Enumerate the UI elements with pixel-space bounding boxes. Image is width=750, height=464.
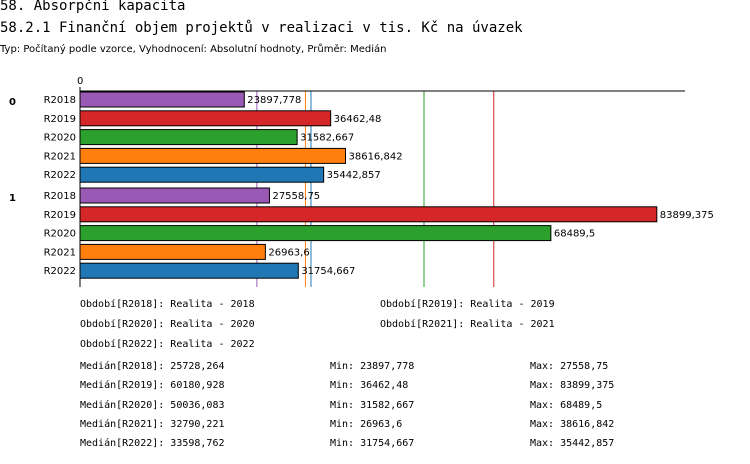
legend-period-r2020: Období[R2020]: Realita - 2020 [80, 319, 255, 330]
legend-period-r2022: Období[R2022]: Realita - 2022 [80, 339, 255, 350]
bar-1-r2022 [79, 262, 299, 279]
category-label-1-r2022: R2022 [44, 266, 76, 277]
category-label-1-r2020: R2020 [44, 229, 76, 240]
chart-subtitle: Typ: Počítaný podle vzorce, Vyhodnocení:… [0, 44, 387, 55]
stat-min-r2020: Min: 31582,667 [330, 400, 415, 411]
stat-median-r2019: Medián[R2019]: 60180,928 [80, 380, 225, 391]
stat-max-r2019: Max: 83899,375 [530, 380, 615, 391]
value-label-1-r2020: 68489,5 [554, 229, 595, 240]
category-label-0-r2021: R2021 [44, 151, 76, 162]
value-label-1-r2019: 83899,375 [660, 210, 714, 221]
group-label-1: 1 [9, 193, 16, 204]
bar-0-r2019 [79, 110, 332, 127]
category-label-0-r2022: R2022 [44, 170, 76, 181]
bar-0-r2022 [79, 166, 325, 183]
bar-0-r2018 [79, 91, 245, 108]
stat-min-r2019: Min: 36462,48 [330, 380, 409, 391]
stat-min-r2021: Min: 26963,6 [330, 419, 403, 430]
stat-max-r2022: Max: 35442,857 [530, 438, 615, 449]
category-label-0-r2019: R2019 [44, 114, 76, 125]
stat-median-r2021: Medián[R2021]: 32790,221 [80, 419, 225, 430]
bar-1-r2021 [79, 243, 266, 260]
value-label-0-r2020: 31582,667 [300, 133, 354, 144]
section-title: 58. Absorpční kapacita [0, 0, 186, 14]
chart-title: 58.2.1 Finanční objem projektů v realiza… [0, 20, 523, 36]
legend-period-r2021: Období[R2021]: Realita - 2021 [380, 319, 555, 330]
value-label-1-r2021: 26963,6 [268, 247, 309, 258]
value-label-1-r2018: 27558,75 [272, 191, 320, 202]
category-label-1-r2019: R2019 [44, 210, 76, 221]
bar-0-r2020 [79, 129, 298, 146]
legend-period-r2018: Období[R2018]: Realita - 2018 [80, 299, 255, 310]
value-label-1-r2022: 31754,667 [301, 266, 355, 277]
value-label-0-r2019: 36462,48 [334, 114, 382, 125]
category-label-1-r2018: R2018 [44, 191, 76, 202]
category-label-1-r2021: R2021 [44, 247, 76, 258]
stat-median-r2018: Medián[R2018]: 25728,264 [80, 361, 225, 372]
stat-median-r2020: Medián[R2020]: 50036,083 [80, 400, 225, 411]
stat-median-r2022: Medián[R2022]: 33598,762 [80, 438, 225, 449]
stat-max-r2020: Max: 68489,5 [530, 400, 603, 411]
bar-1-r2018 [79, 187, 270, 204]
bar-1-r2019 [79, 206, 658, 223]
stat-max-r2018: Max: 27558,75 [530, 361, 609, 372]
stat-min-r2018: Min: 23897,778 [330, 361, 415, 372]
group-label-0: 0 [9, 97, 16, 108]
value-label-0-r2021: 38616,842 [348, 151, 402, 162]
bar-1-r2020 [79, 225, 552, 242]
bar-0-r2021 [79, 147, 346, 164]
axis-zero-label: 0 [77, 76, 83, 87]
stat-min-r2022: Min: 31754,667 [330, 438, 415, 449]
category-label-0-r2020: R2020 [44, 133, 76, 144]
stat-max-r2021: Max: 38616,842 [530, 419, 615, 430]
legend-period-r2019: Období[R2019]: Realita - 2019 [380, 299, 555, 310]
category-label-0-r2018: R2018 [44, 95, 76, 106]
value-label-0-r2022: 35442,857 [327, 170, 381, 181]
value-label-0-r2018: 23897,778 [247, 95, 301, 106]
